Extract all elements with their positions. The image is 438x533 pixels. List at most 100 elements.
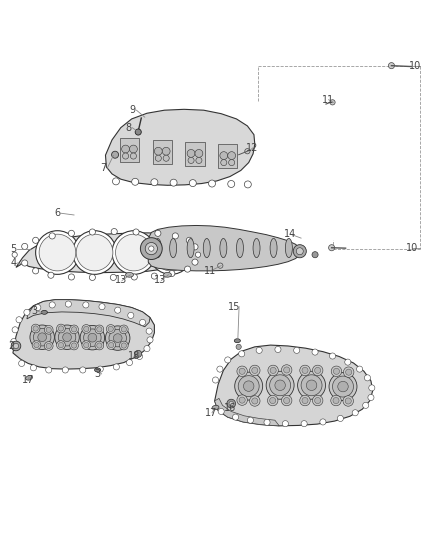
Circle shape bbox=[116, 234, 152, 271]
Circle shape bbox=[196, 157, 202, 164]
Circle shape bbox=[300, 395, 310, 406]
Circle shape bbox=[80, 326, 105, 350]
Circle shape bbox=[235, 372, 263, 400]
Circle shape bbox=[34, 343, 39, 348]
Circle shape bbox=[250, 395, 260, 406]
Circle shape bbox=[284, 367, 290, 373]
Ellipse shape bbox=[270, 238, 277, 257]
Circle shape bbox=[21, 244, 28, 249]
Circle shape bbox=[225, 357, 231, 363]
Circle shape bbox=[338, 381, 348, 392]
Circle shape bbox=[57, 324, 65, 333]
Ellipse shape bbox=[212, 405, 219, 410]
Circle shape bbox=[195, 149, 203, 157]
Polygon shape bbox=[120, 138, 139, 161]
Ellipse shape bbox=[126, 272, 134, 277]
Polygon shape bbox=[106, 109, 255, 185]
Ellipse shape bbox=[237, 238, 244, 257]
Circle shape bbox=[46, 367, 52, 373]
Circle shape bbox=[135, 129, 141, 135]
Text: 3: 3 bbox=[31, 306, 37, 317]
Text: 10: 10 bbox=[406, 243, 418, 253]
Circle shape bbox=[151, 273, 157, 279]
Circle shape bbox=[357, 366, 363, 372]
Circle shape bbox=[268, 365, 279, 376]
Circle shape bbox=[239, 397, 245, 403]
Circle shape bbox=[108, 326, 113, 332]
Text: 13: 13 bbox=[154, 276, 166, 286]
Circle shape bbox=[227, 399, 236, 408]
Polygon shape bbox=[148, 225, 301, 271]
Circle shape bbox=[140, 319, 146, 326]
Circle shape bbox=[228, 181, 235, 188]
Circle shape bbox=[212, 377, 219, 383]
Circle shape bbox=[33, 326, 38, 331]
Circle shape bbox=[112, 231, 155, 274]
Circle shape bbox=[282, 395, 292, 406]
Polygon shape bbox=[16, 233, 195, 272]
Circle shape bbox=[293, 348, 300, 353]
Circle shape bbox=[107, 341, 116, 350]
Text: 11: 11 bbox=[204, 266, 216, 276]
Circle shape bbox=[312, 349, 318, 355]
Circle shape bbox=[331, 366, 342, 376]
Circle shape bbox=[70, 325, 78, 334]
Circle shape bbox=[44, 342, 53, 350]
Text: 9: 9 bbox=[130, 105, 136, 115]
Circle shape bbox=[95, 341, 104, 350]
Circle shape bbox=[48, 272, 54, 278]
Circle shape bbox=[302, 367, 308, 374]
Circle shape bbox=[32, 341, 41, 350]
Text: 12: 12 bbox=[246, 143, 258, 153]
Circle shape bbox=[343, 367, 354, 377]
Circle shape bbox=[217, 366, 223, 372]
Circle shape bbox=[195, 252, 201, 257]
Circle shape bbox=[21, 260, 28, 266]
Circle shape bbox=[345, 398, 351, 404]
Text: 6: 6 bbox=[54, 208, 60, 218]
Circle shape bbox=[70, 341, 78, 350]
Circle shape bbox=[120, 325, 128, 334]
Circle shape bbox=[13, 343, 18, 349]
Circle shape bbox=[68, 230, 74, 236]
Circle shape bbox=[39, 234, 76, 271]
Circle shape bbox=[112, 151, 119, 158]
Circle shape bbox=[218, 408, 224, 415]
Text: 3: 3 bbox=[95, 369, 101, 379]
Circle shape bbox=[275, 380, 286, 391]
Text: 7: 7 bbox=[100, 163, 106, 173]
Circle shape bbox=[239, 368, 245, 374]
Text: 11: 11 bbox=[321, 95, 334, 104]
Ellipse shape bbox=[234, 339, 240, 343]
Text: 2: 2 bbox=[9, 341, 15, 351]
Circle shape bbox=[329, 353, 336, 359]
Circle shape bbox=[120, 341, 128, 350]
Circle shape bbox=[68, 274, 74, 280]
Circle shape bbox=[293, 245, 306, 258]
Circle shape bbox=[245, 149, 250, 154]
Circle shape bbox=[170, 179, 177, 186]
Circle shape bbox=[149, 231, 193, 274]
Polygon shape bbox=[152, 140, 172, 164]
Circle shape bbox=[188, 157, 194, 164]
Circle shape bbox=[192, 244, 198, 250]
Circle shape bbox=[329, 373, 357, 400]
Circle shape bbox=[113, 364, 120, 370]
Circle shape bbox=[35, 231, 79, 274]
Circle shape bbox=[137, 353, 143, 359]
Circle shape bbox=[189, 180, 196, 187]
Circle shape bbox=[218, 263, 223, 268]
Circle shape bbox=[247, 417, 254, 423]
Circle shape bbox=[38, 333, 46, 342]
Circle shape bbox=[57, 341, 65, 350]
Circle shape bbox=[141, 238, 162, 260]
Circle shape bbox=[24, 309, 30, 316]
Circle shape bbox=[149, 246, 154, 251]
Circle shape bbox=[283, 421, 288, 427]
Circle shape bbox=[312, 395, 323, 406]
Circle shape bbox=[65, 301, 71, 307]
Circle shape bbox=[18, 360, 25, 367]
Circle shape bbox=[31, 324, 40, 333]
Circle shape bbox=[208, 180, 215, 187]
Circle shape bbox=[128, 312, 134, 318]
